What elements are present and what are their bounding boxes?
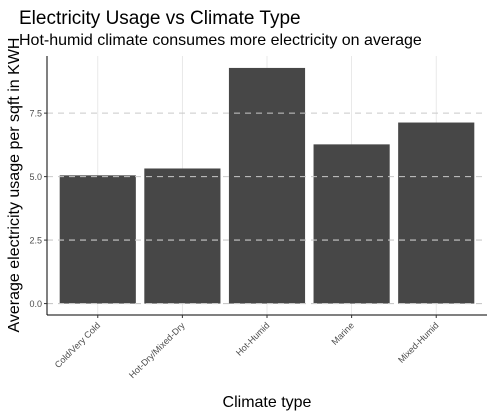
chart-subtitle: Hot-humid climate consumes more electric…: [19, 32, 422, 49]
bars-group: [59, 67, 475, 304]
y-tick-label: 7.5: [29, 109, 42, 119]
bar-hot-dry-mixed-dry: [144, 168, 221, 304]
y-tick-label: 5.0: [29, 172, 42, 182]
bar-marine: [313, 144, 390, 304]
y-tick-label: 0.0: [29, 299, 42, 309]
y-tick-label: 2.5: [29, 236, 42, 246]
bar-hot-humid: [228, 67, 306, 304]
x-tick-label: Mixed-Humid: [396, 320, 441, 365]
x-tick-label: Marine: [330, 320, 357, 347]
x-axis-ticks: Cold/Very Cold Hot-Dry/Mixed-Dry Hot-Humid…: [53, 315, 441, 380]
y-axis-label: Average electricity usage per sqft in KW…: [6, 38, 23, 333]
x-tick-label: Cold/Very Cold: [53, 320, 103, 370]
x-tick-label: Hot-Dry/Mixed-Dry: [127, 320, 187, 380]
chart-title: Electricity Usage vs Climate Type: [19, 8, 301, 29]
x-axis-label: Climate type: [223, 394, 312, 411]
y-axis-ticks: 0.0 2.5 5.0 7.5: [29, 109, 47, 309]
dashed-reference-lines: [47, 112, 487, 305]
bar-cold-very-cold: [59, 175, 136, 304]
x-tick-label: Hot-Humid: [234, 320, 271, 357]
bar-mixed-humid: [398, 122, 475, 304]
